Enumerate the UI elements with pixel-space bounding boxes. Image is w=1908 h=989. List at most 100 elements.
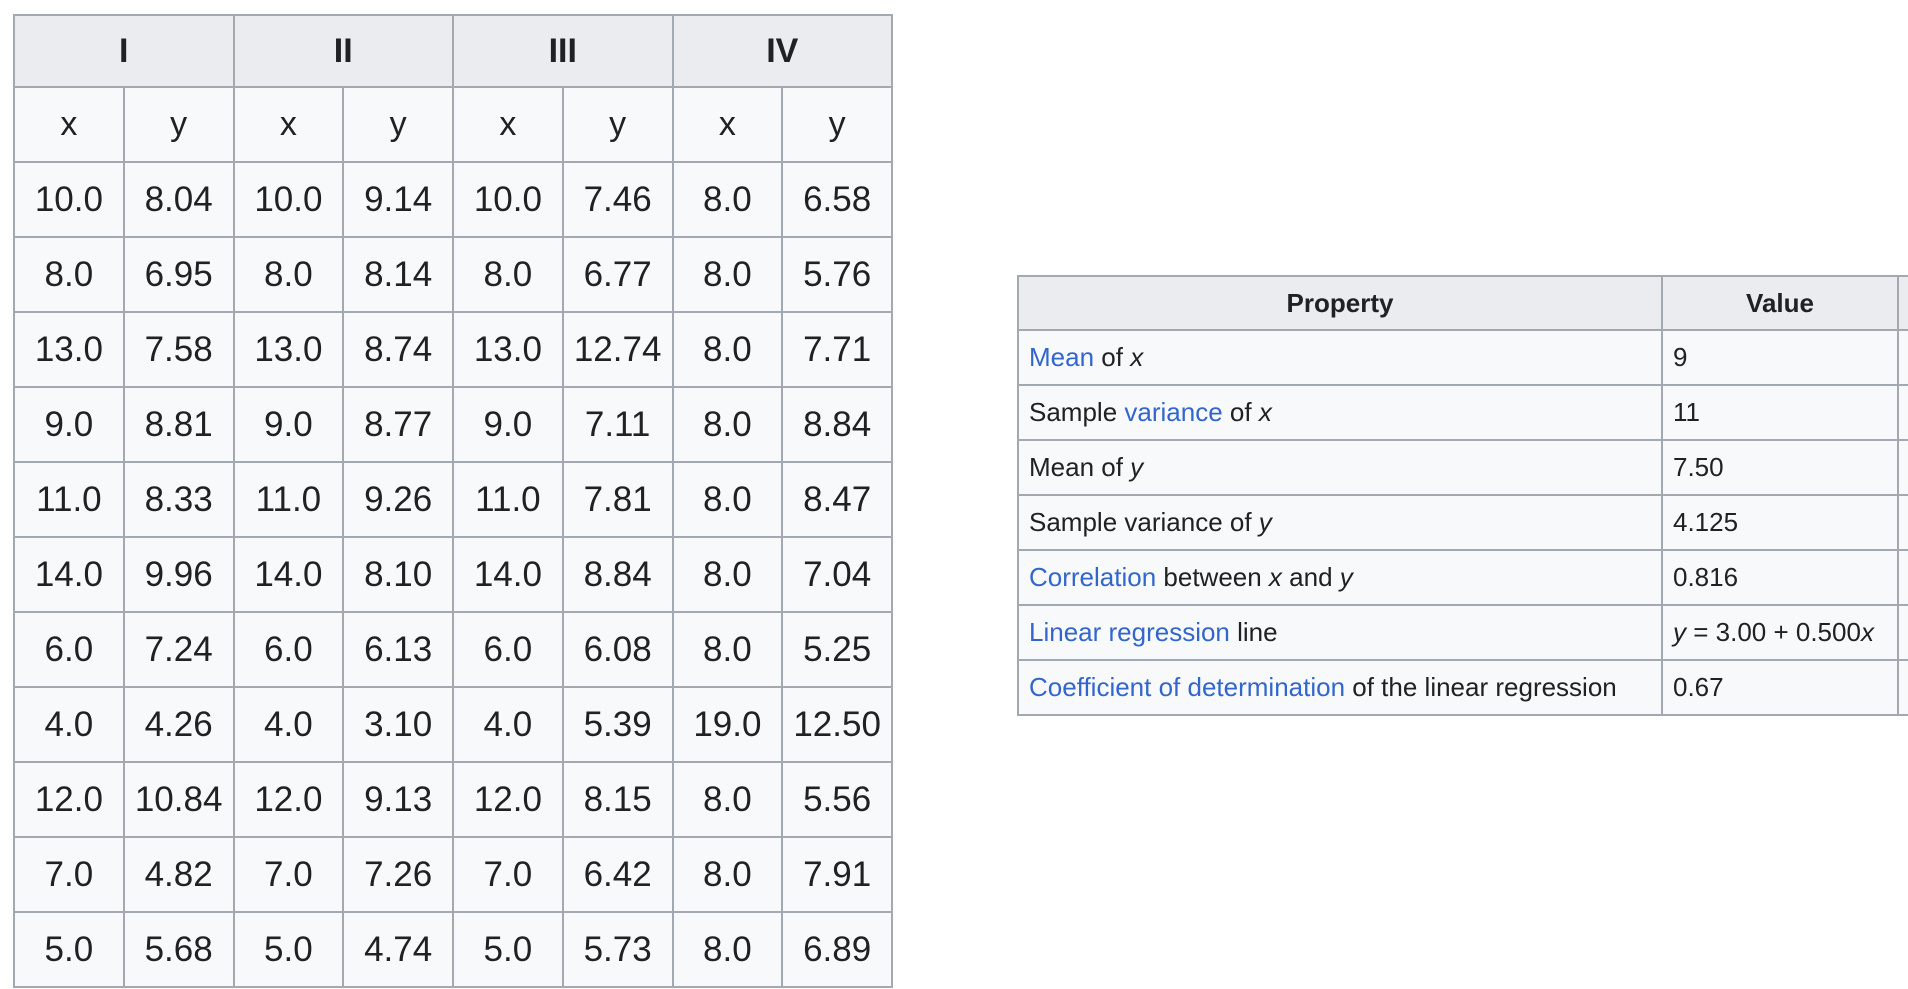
cell-text: Mean of (1029, 452, 1131, 482)
axis-header-row: x y x y x y x y (13, 86, 893, 163)
data-cell: 9.0 (452, 386, 564, 463)
wiki-link[interactable]: Linear regression (1029, 617, 1230, 647)
data-cell: 4.74 (342, 911, 454, 988)
wiki-link[interactable]: Mean (1029, 342, 1095, 372)
cell-text: of the linear regression (1345, 672, 1617, 702)
data-cell: 8.81 (122, 386, 235, 463)
data-cell: 8.0 (671, 236, 784, 313)
math-variable: x (1268, 562, 1282, 592)
data-cell: 8.15 (561, 761, 674, 838)
data-cell: 5.68 (122, 911, 235, 988)
extra-cell (1897, 549, 1908, 606)
property-cell: Mean of x (1017, 329, 1663, 386)
dataset-header-i: I (13, 14, 235, 88)
extra-column-header (1897, 275, 1908, 331)
extra-cell (1897, 384, 1908, 441)
data-cell: 9.14 (342, 161, 454, 238)
data-cell: 9.0 (232, 386, 345, 463)
data-cell: 7.58 (122, 311, 235, 388)
data-cell: 8.04 (122, 161, 235, 238)
data-cell: 14.0 (232, 536, 345, 613)
data-cell: 8.0 (671, 161, 784, 238)
data-row: 10.0 8.04 10.0 9.14 10.0 7.46 8.0 6.58 (13, 161, 893, 238)
data-cell: 8.0 (671, 611, 784, 688)
data-cell: 7.0 (452, 836, 564, 913)
axis-header-cell: y (561, 86, 674, 163)
data-cell: 3.10 (342, 686, 454, 763)
value-cell: y = 3.00 + 0.500x (1661, 604, 1899, 661)
axis-header-cell: x (671, 86, 784, 163)
data-cell: 6.95 (122, 236, 235, 313)
extra-cell (1897, 604, 1908, 661)
data-cell: 10.0 (452, 161, 564, 238)
cell-text: line (1229, 617, 1278, 647)
cell-text: 11 (1673, 397, 1700, 427)
property-cell: Sample variance of x (1017, 384, 1663, 441)
data-row: 9.0 8.81 9.0 8.77 9.0 7.11 8.0 8.84 (13, 386, 893, 463)
data-cell: 6.13 (342, 611, 454, 688)
summary-row: Correlation between x and y 0.816 (1017, 549, 1908, 606)
data-cell: 5.76 (781, 236, 893, 313)
dataset-header-iii: III (452, 14, 674, 88)
data-row: 13.0 7.58 13.0 8.74 13.0 12.74 8.0 7.71 (13, 311, 893, 388)
data-cell: 8.0 (671, 536, 784, 613)
data-cell: 12.0 (232, 761, 345, 838)
data-cell: 8.10 (342, 536, 454, 613)
data-cell: 5.0 (452, 911, 564, 988)
data-cell: 8.74 (342, 311, 454, 388)
data-cell: 8.0 (13, 236, 125, 313)
data-cell: 8.47 (781, 461, 893, 538)
data-cell: 6.0 (452, 611, 564, 688)
data-row: 12.0 10.84 12.0 9.13 12.0 8.15 8.0 5.56 (13, 761, 893, 838)
math-variable: x (1860, 617, 1874, 647)
data-cell: 4.0 (452, 686, 564, 763)
property-cell: Sample variance of y (1017, 494, 1663, 551)
data-cell: 12.74 (561, 311, 674, 388)
wiki-link[interactable]: variance (1124, 397, 1223, 427)
data-cell: 6.89 (781, 911, 893, 988)
data-cell: 6.77 (561, 236, 674, 313)
data-cell: 5.0 (232, 911, 345, 988)
data-row: 7.0 4.82 7.0 7.26 7.0 6.42 8.0 7.91 (13, 836, 893, 913)
data-cell: 6.0 (232, 611, 345, 688)
data-cell: 8.33 (122, 461, 235, 538)
data-cell: 8.84 (561, 536, 674, 613)
wiki-link[interactable]: Correlation (1029, 562, 1157, 592)
data-cell: 6.08 (561, 611, 674, 688)
data-cell: 4.82 (122, 836, 235, 913)
data-cell: 8.14 (342, 236, 454, 313)
data-cell: 11.0 (13, 461, 125, 538)
cell-text: 7.50 (1673, 452, 1724, 482)
axis-header-cell: y (781, 86, 893, 163)
data-cell: 13.0 (452, 311, 564, 388)
property-cell: Mean of y (1017, 439, 1663, 496)
cell-text: and (1281, 562, 1340, 592)
data-row: 8.0 6.95 8.0 8.14 8.0 6.77 8.0 5.76 (13, 236, 893, 313)
cell-text: Sample (1029, 397, 1125, 427)
data-cell: 9.96 (122, 536, 235, 613)
data-cell: 6.58 (781, 161, 893, 238)
data-table-body: 10.0 8.04 10.0 9.14 10.0 7.46 8.0 6.58 8.0 6.95 8.… (13, 161, 893, 988)
data-row: 5.0 5.68 5.0 4.74 5.0 5.73 8.0 6.89 (13, 911, 893, 988)
property-cell: Correlation between x and y (1017, 549, 1663, 606)
data-row: 14.0 9.96 14.0 8.10 14.0 8.84 8.0 7.04 (13, 536, 893, 613)
math-variable: x (1130, 342, 1144, 372)
wiki-link[interactable]: Coefficient of determination (1029, 672, 1346, 702)
anscombe-data-table: I II III IV x y x y x y x y 10.0 8.04 10.0… (13, 14, 893, 988)
summary-row: Mean of y 7.50 (1017, 439, 1908, 496)
axis-header-cell: y (342, 86, 454, 163)
dataset-header-iv: IV (671, 14, 893, 88)
data-cell: 5.39 (561, 686, 674, 763)
data-cell: 8.0 (671, 911, 784, 988)
data-cell: 8.0 (671, 761, 784, 838)
data-cell: 7.26 (342, 836, 454, 913)
cell-text: 0.816 (1673, 562, 1739, 592)
data-cell: 7.11 (561, 386, 674, 463)
cell-text: of (1094, 342, 1131, 372)
extra-cell (1897, 494, 1908, 551)
data-cell: 6.42 (561, 836, 674, 913)
math-variable: y (1673, 617, 1686, 647)
cell-text: 0.67 (1673, 672, 1724, 702)
data-cell: 6.0 (13, 611, 125, 688)
cell-text: Sample variance of (1029, 507, 1259, 537)
